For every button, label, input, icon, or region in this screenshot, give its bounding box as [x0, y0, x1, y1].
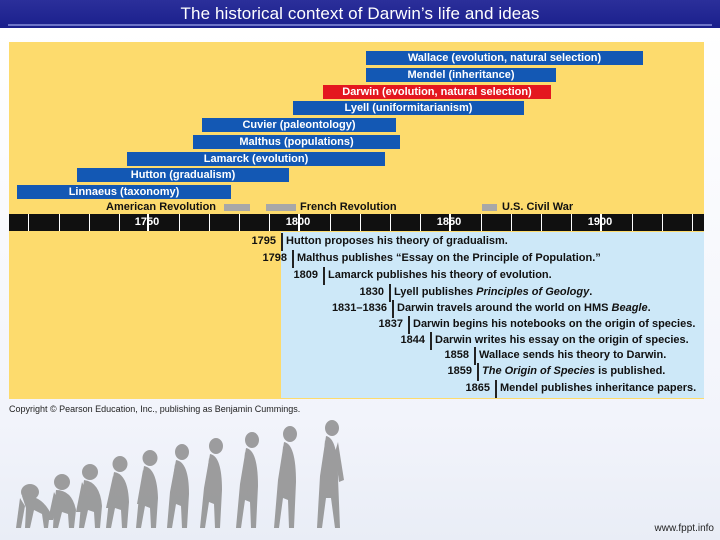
axis-label-1800: 1800 — [285, 216, 311, 228]
bar-hutton: Hutton (gradualism) — [77, 168, 289, 182]
civil-war-marker — [482, 204, 497, 211]
event-year: 1858 — [444, 349, 469, 361]
axis-tick — [239, 214, 240, 231]
event-leader-line — [430, 332, 432, 350]
bar-lyell: Lyell (uniformitarianism) — [293, 101, 524, 115]
event-leader-line — [323, 267, 325, 285]
event-leader-line — [474, 347, 476, 365]
axis-label-1850: 1850 — [436, 216, 462, 228]
event-leader-line — [392, 300, 394, 318]
axis-tick — [298, 214, 300, 231]
event-row: 1795 Hutton proposes his theory of gradu… — [252, 233, 508, 251]
axis-tick — [662, 214, 663, 231]
human-evolution-silhouettes-icon — [16, 420, 344, 528]
slide-title: The historical context of Darwin’s life … — [180, 4, 540, 23]
bar-malthus: Malthus (populations) — [193, 135, 400, 149]
event-text: Mendel publishes inheritance papers. — [500, 382, 697, 394]
axis-tick — [600, 214, 602, 231]
axis-tick — [179, 214, 180, 231]
axis-tick — [420, 214, 421, 231]
bar-cuvier: Cuvier (paleontology) — [202, 118, 396, 132]
event-leader-line — [495, 380, 497, 398]
event-year: 1831–1836 — [331, 302, 387, 314]
bar-linnaeus: Linnaeus (taxonomy) — [17, 185, 231, 199]
axis-tick — [209, 214, 210, 231]
event-year: 1837 — [378, 318, 403, 330]
event-text: Darwin travels around the world on HMS B… — [397, 302, 651, 314]
event-year: 1798 — [262, 252, 287, 264]
event-french-revolution: French Revolution — [300, 201, 397, 213]
event-text: The Origin of Species is published. — [482, 365, 666, 377]
event-year: 1844 — [400, 334, 425, 346]
bar-darwin: Darwin (evolution, natural selection) — [323, 85, 551, 99]
event-row: 1830 Lyell publishes Principles of Geolo… — [360, 284, 593, 302]
axis-tick — [28, 214, 29, 231]
event-text: Lamarck publishes his theory of evolutio… — [328, 269, 552, 281]
event-year: 1859 — [447, 365, 472, 377]
french-revolution-marker — [266, 204, 296, 211]
event-text: Hutton proposes his theory of gradualism… — [286, 235, 508, 247]
event-year: 1865 — [465, 382, 490, 394]
bar-wallace: Wallace (evolution, natural selection) — [366, 51, 643, 65]
event-row: 1865 Mendel publishes inheritance papers… — [466, 380, 697, 398]
axis-tick — [632, 214, 633, 231]
event-text: Lyell publishes Principles of Geology. — [394, 286, 593, 298]
event-row: 1858 Wallace sends his theory to Darwin. — [445, 347, 667, 365]
axis-tick — [360, 214, 361, 231]
event-year: 1795 — [251, 235, 276, 247]
axis-tick — [692, 214, 693, 231]
event-text: Darwin writes his essay on the origin of… — [435, 334, 689, 346]
event-text: Malthus publishes “Essay on the Principl… — [297, 252, 601, 264]
event-leader-line — [477, 363, 479, 381]
axis-tick — [511, 214, 512, 231]
axis-tick — [571, 214, 572, 231]
axis-tick — [449, 214, 451, 231]
bar-lamarck: Lamarck (evolution) — [127, 152, 385, 166]
event-leader-line — [292, 250, 294, 268]
event-text: Darwin begins his notebooks on the origi… — [413, 318, 696, 330]
event-american-revolution: American Revolution — [106, 201, 217, 213]
event-row: 1837 Darwin begins his notebooks on the … — [379, 316, 696, 334]
event-leader-line — [281, 233, 283, 251]
year-axis: 1750 1800 1850 1900 — [9, 214, 704, 231]
axis-tick — [541, 214, 542, 231]
axis-tick — [330, 214, 331, 231]
copyright-notice: Copyright © Pearson Education, Inc., pub… — [9, 404, 301, 414]
event-row: 1831–1836 Darwin travels around the worl… — [332, 300, 651, 318]
event-year: 1830 — [359, 286, 384, 298]
events-panel — [281, 232, 704, 398]
american-revolution-marker — [224, 204, 250, 211]
event-leader-line — [389, 284, 391, 302]
axis-tick — [89, 214, 90, 231]
event-row: 1844 Darwin writes his essay on the orig… — [401, 332, 689, 350]
event-year: 1809 — [293, 269, 318, 281]
event-row: 1859 The Origin of Species is published. — [448, 363, 666, 381]
axis-tick — [481, 214, 482, 231]
axis-tick — [147, 214, 149, 231]
footer-url: www.fppt.info — [654, 523, 714, 534]
event-text: Wallace sends his theory to Darwin. — [479, 349, 667, 361]
event-leader-line — [408, 316, 410, 334]
event-row: 1798 Malthus publishes “Essay on the Pri… — [263, 250, 601, 268]
bar-mendel: Mendel (inheritance) — [366, 68, 556, 82]
axis-tick — [269, 214, 270, 231]
axis-tick — [119, 214, 120, 231]
axis-label-1900: 1900 — [587, 216, 613, 228]
axis-tick — [390, 214, 391, 231]
axis-tick — [59, 214, 60, 231]
axis-label-1750: 1750 — [134, 216, 160, 228]
event-us-civil-war: U.S. Civil War — [502, 201, 574, 213]
event-row: 1809 Lamarck publishes his theory of evo… — [294, 267, 552, 285]
title-divider — [8, 24, 712, 26]
